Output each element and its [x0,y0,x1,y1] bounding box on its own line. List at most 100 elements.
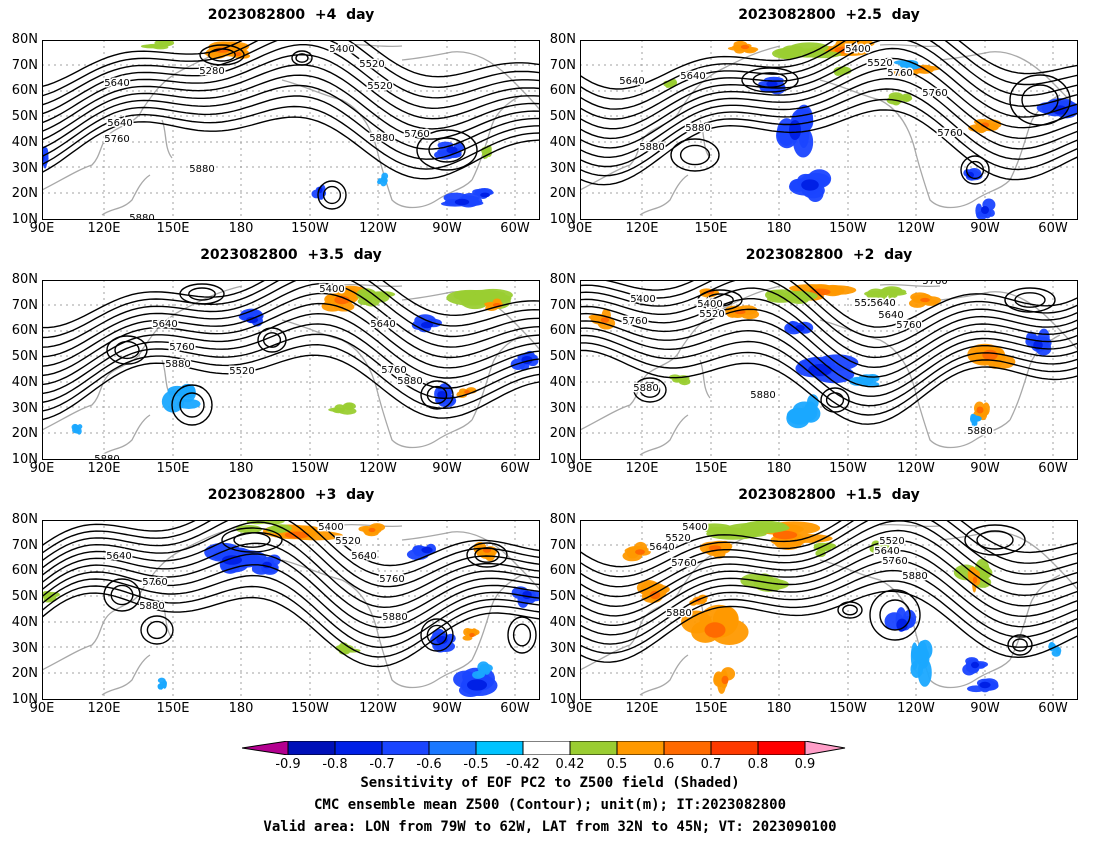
contour-label: 5880 [189,164,214,175]
lon-tick-label: 150W [291,701,329,716]
lon-tick-label: 60W [1038,221,1068,236]
lon-tick-label: 180 [766,461,792,476]
lat-tick-label: 30N [11,640,38,656]
lon-tick-label: 120W [897,701,935,716]
contour-label: 5520 [665,533,690,544]
contour-label: 5760 [381,365,406,376]
contour-label: 5520 [879,536,904,547]
lat-tick-label: 70N [11,297,38,313]
panel-title: 2023082800 +1.5 day [738,487,920,503]
lon-tick-label: 120W [359,221,397,236]
lat-tick-label: 70N [11,537,38,553]
lon-tick-label: 90W [432,701,462,716]
contour-label: 5760 [922,280,947,287]
lat-tick-label: 80N [549,272,576,287]
colorbar-tick-label: 0.42 [555,757,585,772]
lat-tick-label: 50N [11,589,38,605]
contour-label: 5400 [630,294,655,305]
contour-label: 5880 [902,571,927,582]
lat-tick-label: 20N [549,186,576,202]
lat-tick-label: 60N [549,323,576,339]
colorbar-segment [663,741,712,755]
contour-label: 5880 [639,142,664,153]
lon-tick-label: 90E [567,701,593,716]
contour-label: 5640 [680,71,705,82]
contour-label: 5760 [671,558,696,569]
lat-tick-label: 40N [549,614,576,630]
lat-tick-label: 40N [11,614,38,630]
lon-tick-label: 90E [29,701,55,716]
contour-label: 5880 [369,133,394,144]
map-plot-area: 5400 5520 5640 5640 5760 5760 5880 5880 [42,520,540,700]
lat-tick-label: 50N [11,349,38,365]
lon-tick-label: 90W [970,221,1000,236]
contour-label: 5640 [107,118,132,129]
contour-label: 5760 [104,134,129,145]
lon-tick-label: 150E [694,461,728,476]
lon-tick-label: 150W [829,221,867,236]
colorbar-tick-label: 0.5 [606,757,628,772]
map-panel: 2023082800 +3 day 5400 5520 5640 5640 5760 576… [12,487,540,716]
lon-tick-label: 60W [1038,701,1068,716]
contour-label: 5640 [649,542,674,553]
z500-contours [580,280,1078,425]
panel-title: 2023082800 +3 day [207,487,375,503]
lat-tick-label: 50N [549,109,576,125]
contour-label: 5880 [165,359,190,370]
contour-label: 5640 [104,78,129,89]
panel-title: 2023082800 +3.5 day [200,247,382,263]
sensitivity-shading [622,520,1062,694]
lat-tick-label: 80N [11,32,38,47]
lat-tick-label: 30N [549,400,576,416]
contour-label: 5400 [697,299,722,310]
z500-contours [580,40,1078,186]
lon-tick-label: 90E [567,221,593,236]
contour-label: 5520 [854,298,879,309]
contour-label: 5880 [666,608,691,619]
lon-tick-label: 120E [87,701,121,716]
lat-tick-label: 20N [11,426,38,442]
lat-tick-label: 60N [549,83,576,99]
lon-tick-label: 120W [359,701,397,716]
lat-tick-label: 40N [549,134,576,150]
z500-contours [42,520,540,668]
lat-tick-label: 70N [11,57,38,73]
lon-tick-label: 90W [432,221,462,236]
contour-label: 5520 [335,536,360,547]
panel-title: 2023082800 +4 day [207,7,375,23]
map-plot-area: 5400 5520 5640 5760 5640 5760 5880 5760 5880 [580,40,1078,220]
lon-tick-label: 120E [87,221,121,236]
lat-tick-label: 40N [11,134,38,150]
lat-tick-label: 70N [549,537,576,553]
lat-tick-label: 10N [11,691,38,707]
lon-tick-label: 90E [567,461,593,476]
lon-tick-label: 60W [500,221,530,236]
lat-tick-label: 60N [11,323,38,339]
contour-label: 5640 [106,551,131,562]
lat-tick-label: 20N [11,666,38,682]
lat-tick-label: 10N [549,451,576,467]
lat-tick-label: 20N [549,666,576,682]
z500-contours [580,520,1078,663]
contour-label: 5400 [845,44,870,55]
lat-tick-label: 30N [11,160,38,176]
contour-label: 5880 [382,612,407,623]
lat-tick-label: 60N [11,563,38,579]
contour-label: 5880 [633,383,658,394]
contour-label: 5760 [142,577,167,588]
lon-tick-label: 90E [29,221,55,236]
lat-tick-label: 10N [549,211,576,227]
lon-tick-label: 150W [829,701,867,716]
colorbar-bar [242,741,846,755]
z500-contours [42,280,540,426]
lon-tick-label: 180 [228,701,254,716]
colorbar-segment [569,741,618,755]
colorbar-segment [334,741,383,755]
lat-tick-label: 70N [549,297,576,313]
contour-label: 5400 [319,284,344,295]
contour-label: 5880 [129,213,154,220]
contour-label: 5640 [619,76,644,87]
map-panel: 2023082800 +2 day 5400 5400 5520 5520 5640 564… [550,247,1078,476]
lat-tick-label: 80N [549,512,576,527]
contour-label: 5880 [94,454,119,460]
